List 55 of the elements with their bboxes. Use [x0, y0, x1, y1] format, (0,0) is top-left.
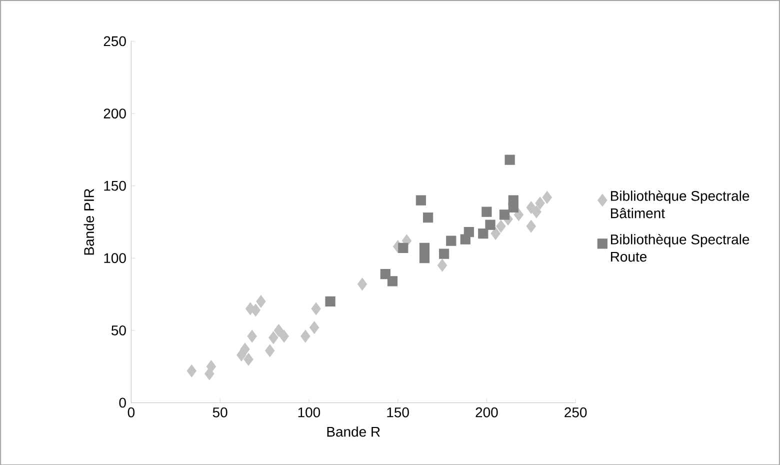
point	[438, 248, 450, 259]
point	[490, 226, 500, 240]
point	[419, 242, 430, 253]
y-tick-label: 150	[104, 180, 126, 191]
x-tick-label: 250	[564, 407, 587, 418]
point	[279, 330, 289, 342]
x-tick-label: 200	[476, 407, 498, 418]
point	[482, 206, 492, 217]
point	[309, 320, 320, 334]
point	[478, 228, 488, 238]
point	[419, 252, 430, 263]
point	[325, 296, 336, 306]
y-tick-label: 50	[111, 325, 126, 336]
point	[535, 196, 545, 210]
x-tick-label: 50	[212, 407, 228, 418]
point	[311, 302, 321, 315]
point	[274, 324, 284, 337]
point	[264, 344, 275, 357]
point	[357, 278, 368, 290]
point	[508, 202, 518, 212]
point	[398, 242, 408, 253]
x-tick-label: 0	[128, 407, 135, 418]
x-tick-label: 100	[298, 407, 320, 418]
point	[256, 294, 266, 308]
y-tick-label: 100	[104, 252, 126, 263]
legend-label: Bibliothèque Spectrale Route	[611, 234, 750, 262]
point	[416, 195, 426, 206]
point	[247, 330, 257, 342]
y-tick-label: 0	[119, 398, 126, 408]
point	[387, 276, 398, 286]
point	[446, 235, 456, 246]
point	[504, 154, 515, 165]
point	[437, 258, 448, 272]
y-tick-label: 250	[104, 36, 126, 46]
y-axis-title: Bande PIR	[84, 188, 94, 254]
point	[422, 212, 434, 222]
point	[206, 360, 216, 373]
point	[240, 342, 250, 356]
point	[499, 209, 510, 220]
x-tick-label: 150	[387, 407, 409, 418]
x-axis-title: Bande R	[327, 426, 380, 437]
point	[496, 220, 506, 232]
point	[268, 331, 278, 344]
point	[526, 200, 536, 214]
y-tick-label: 200	[104, 108, 126, 118]
point	[186, 364, 196, 378]
point	[542, 190, 552, 204]
point	[532, 205, 542, 218]
point	[464, 226, 474, 237]
legend-label: Bibliothèque Spectrale Bâtiment	[611, 190, 750, 218]
point	[526, 220, 536, 232]
point	[485, 220, 496, 230]
point	[300, 330, 310, 342]
point	[514, 208, 524, 221]
point	[244, 352, 254, 366]
